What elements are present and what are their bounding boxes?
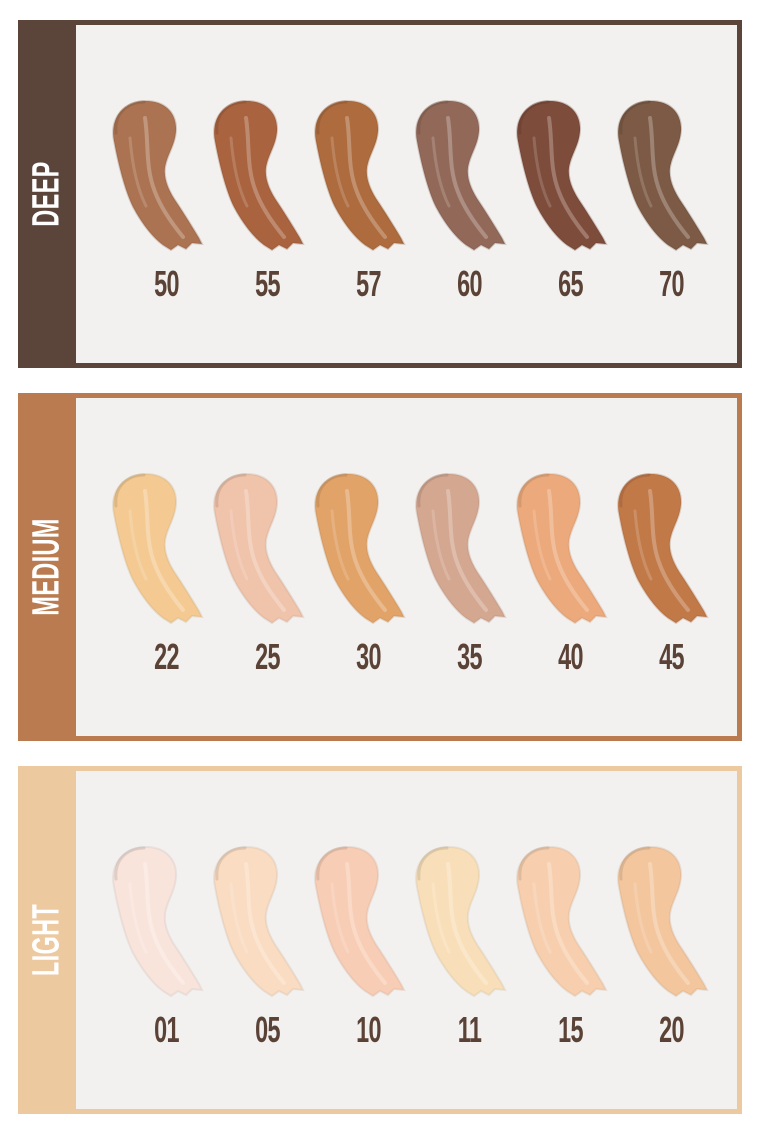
shade-number: 15 <box>558 1009 583 1050</box>
shade-number: 30 <box>356 636 381 677</box>
swatch-smear-icon <box>516 845 608 998</box>
shade-swatch: 01 <box>112 771 217 1109</box>
shade-panel: 01 05 10 11 15 <box>76 771 737 1109</box>
shade-swatch: 30 <box>314 398 419 736</box>
swatch-smear-icon <box>314 845 406 998</box>
shade-number: 60 <box>457 263 482 304</box>
shade-swatch: 15 <box>516 771 621 1109</box>
shade-number: 22 <box>154 636 179 677</box>
swatch-smear-icon <box>112 472 204 625</box>
shade-number: 35 <box>457 636 482 677</box>
shade-number: 10 <box>356 1009 381 1050</box>
swatch-smear-icon <box>617 845 709 998</box>
section-label: DEEP <box>25 161 68 227</box>
shade-swatch: 11 <box>415 771 520 1109</box>
shade-swatch: 05 <box>213 771 318 1109</box>
shade-number: 11 <box>457 1009 482 1050</box>
shade-swatch: 20 <box>617 771 722 1109</box>
shade-number: 40 <box>558 636 583 677</box>
shade-number: 65 <box>558 263 583 304</box>
swatch-smear-icon <box>213 845 305 998</box>
swatch-row: 01 05 10 11 15 <box>112 771 722 1109</box>
swatch-smear-icon <box>516 472 608 625</box>
section-sidebar: DEEP <box>18 25 76 363</box>
shade-section-medium: MEDIUM 22 25 30 <box>18 393 742 741</box>
shade-number: 50 <box>154 263 179 304</box>
shade-swatch: 70 <box>617 25 722 363</box>
swatch-smear-icon <box>415 99 507 252</box>
shade-swatch: 10 <box>314 771 419 1109</box>
shade-panel: 50 55 57 60 65 <box>76 25 737 363</box>
shade-swatch: 40 <box>516 398 621 736</box>
swatch-smear-icon <box>617 472 709 625</box>
swatch-smear-icon <box>314 99 406 252</box>
shade-swatch: 57 <box>314 25 419 363</box>
section-sidebar: MEDIUM <box>18 398 76 736</box>
shade-swatch: 22 <box>112 398 217 736</box>
shade-panel: 22 25 30 35 40 <box>76 398 737 736</box>
shade-swatch: 25 <box>213 398 318 736</box>
shade-swatch: 35 <box>415 398 520 736</box>
shade-section-light: LIGHT 01 05 10 <box>18 766 742 1114</box>
swatch-smear-icon <box>617 99 709 252</box>
shade-number: 20 <box>659 1009 684 1050</box>
shade-number: 05 <box>255 1009 280 1050</box>
section-sidebar: LIGHT <box>18 771 76 1109</box>
shade-swatch: 65 <box>516 25 621 363</box>
swatch-smear-icon <box>112 845 204 998</box>
swatch-smear-icon <box>213 99 305 252</box>
shade-number: 57 <box>356 263 381 304</box>
swatch-smear-icon <box>516 99 608 252</box>
shade-number: 55 <box>255 263 280 304</box>
swatch-smear-icon <box>314 472 406 625</box>
swatch-row: 50 55 57 60 65 <box>112 25 722 363</box>
shade-swatch: 50 <box>112 25 217 363</box>
shade-swatch: 45 <box>617 398 722 736</box>
shade-number: 45 <box>659 636 684 677</box>
section-label: LIGHT <box>25 903 68 977</box>
shade-swatch: 60 <box>415 25 520 363</box>
shade-number: 25 <box>255 636 280 677</box>
shade-number: 70 <box>659 263 684 304</box>
shade-chart-page: DEEP 50 55 57 <box>18 20 742 1114</box>
swatch-smear-icon <box>213 472 305 625</box>
swatch-row: 22 25 30 35 40 <box>112 398 722 736</box>
shade-swatch: 55 <box>213 25 318 363</box>
swatch-smear-icon <box>415 845 507 998</box>
shade-number: 01 <box>154 1009 179 1050</box>
section-label: MEDIUM <box>25 518 68 616</box>
swatch-smear-icon <box>112 99 204 252</box>
swatch-smear-icon <box>415 472 507 625</box>
shade-section-deep: DEEP 50 55 57 <box>18 20 742 368</box>
